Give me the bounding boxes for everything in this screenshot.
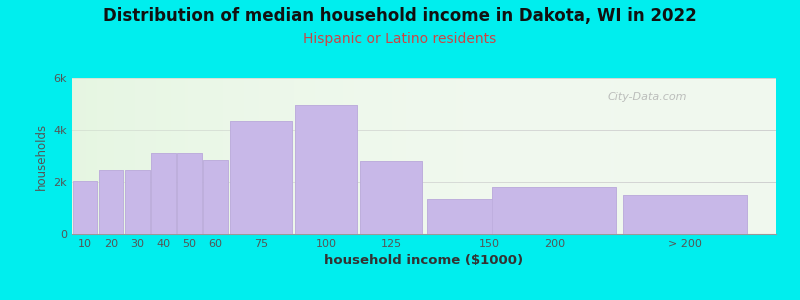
Bar	[203, 160, 228, 234]
Bar	[125, 170, 150, 234]
Bar	[493, 187, 616, 234]
Bar	[177, 153, 202, 234]
Bar	[295, 105, 357, 234]
Text: City-Data.com: City-Data.com	[607, 92, 686, 102]
Bar	[73, 181, 98, 234]
Bar	[361, 161, 422, 234]
Bar	[623, 195, 746, 234]
Bar	[125, 170, 150, 234]
Bar	[427, 199, 551, 234]
Bar	[493, 187, 616, 234]
Bar	[203, 160, 228, 234]
Bar	[427, 199, 551, 234]
Bar	[177, 153, 202, 234]
Bar	[98, 170, 123, 234]
Bar	[73, 181, 98, 234]
Bar	[230, 121, 292, 234]
X-axis label: household income ($1000): household income ($1000)	[325, 254, 523, 267]
Bar	[151, 153, 176, 234]
Bar	[98, 170, 123, 234]
Bar	[361, 161, 422, 234]
Bar	[295, 105, 357, 234]
Bar	[623, 195, 746, 234]
Bar	[151, 153, 176, 234]
Y-axis label: households: households	[35, 122, 48, 190]
Bar	[230, 121, 292, 234]
Text: Hispanic or Latino residents: Hispanic or Latino residents	[303, 32, 497, 46]
Text: Distribution of median household income in Dakota, WI in 2022: Distribution of median household income …	[103, 8, 697, 26]
